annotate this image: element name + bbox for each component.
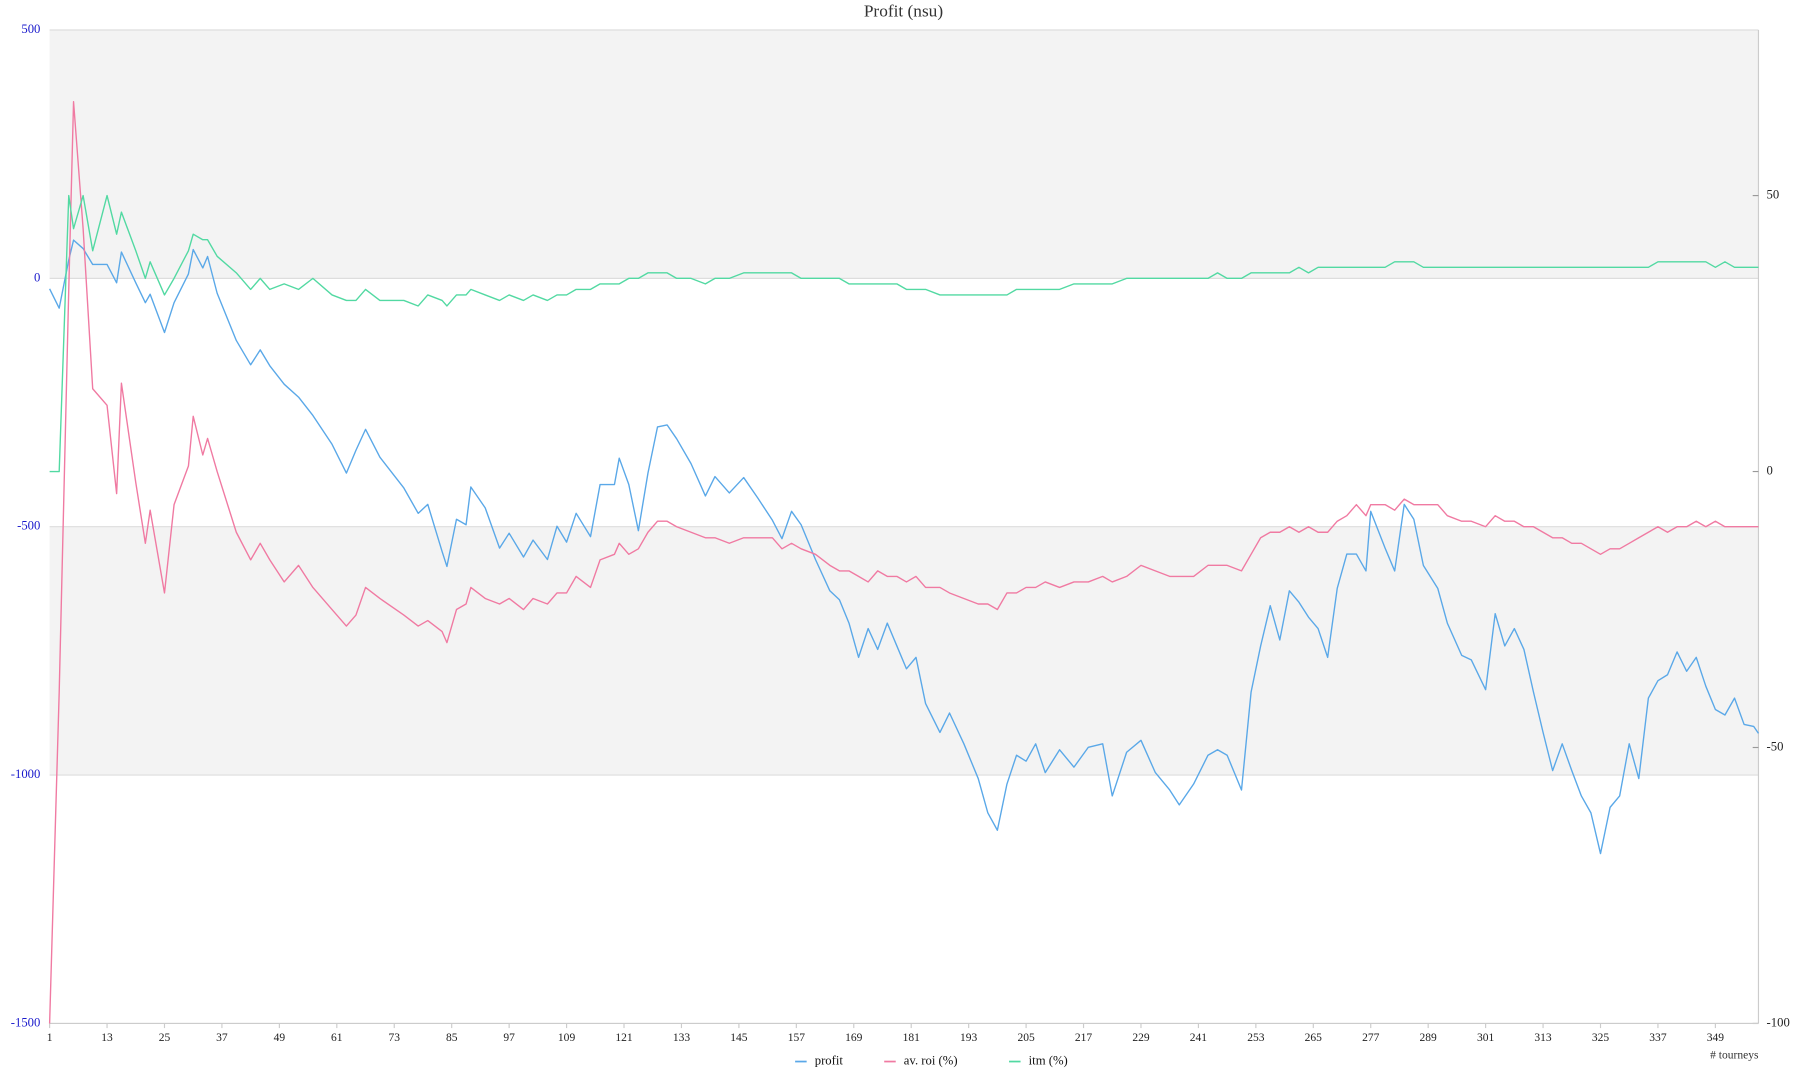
legend-label: itm (%) (1029, 1053, 1068, 1067)
x-tick-label: 205 (1017, 1032, 1035, 1044)
x-tick-label: 193 (960, 1032, 978, 1044)
x-tick-label: 49 (274, 1032, 286, 1044)
x-tick-label: 13 (101, 1032, 113, 1044)
x-tick-label: 73 (388, 1032, 400, 1044)
x-tick-label: 277 (1362, 1032, 1380, 1044)
y2-tick-label: -100 (1767, 1015, 1790, 1029)
grid-band (49, 526, 1759, 776)
series-line (48, 101, 1759, 1024)
x-tick-label: 289 (1420, 1032, 1438, 1044)
chart-title: Profit (nsu) (864, 2, 943, 21)
y-tick-label: -500 (17, 519, 40, 533)
x-tick-label: 181 (903, 1032, 921, 1044)
x-axis-label: # tourneys (1710, 1049, 1759, 1061)
x-tick-label: 61 (331, 1032, 343, 1044)
legend-label: profit (815, 1053, 844, 1067)
y-tick-label: -1500 (11, 1015, 41, 1029)
x-tick-label: 25 (159, 1032, 171, 1044)
y-tick-label: 500 (21, 22, 40, 36)
grid-band (49, 30, 1759, 279)
y2-tick-label: -50 (1767, 739, 1784, 753)
y2-tick-label: 0 (1767, 463, 1773, 477)
x-tick-label: 1 (47, 1032, 53, 1044)
x-tick-label: 229 (1132, 1032, 1150, 1044)
x-tick-label: 109 (558, 1032, 576, 1044)
x-tick-label: 133 (673, 1032, 691, 1044)
x-tick-label: 349 (1707, 1032, 1725, 1044)
x-tick-label: 121 (615, 1032, 633, 1044)
x-tick-label: 97 (503, 1032, 515, 1044)
x-tick-label: 145 (730, 1032, 748, 1044)
x-tick-label: 37 (216, 1032, 228, 1044)
y-tick-label: 0 (34, 270, 40, 284)
y-tick-label: -1000 (11, 767, 41, 781)
x-tick-label: 217 (1075, 1032, 1093, 1044)
x-tick-label: 157 (788, 1032, 806, 1044)
x-tick-label: 313 (1534, 1032, 1552, 1044)
series-line (49, 194, 1759, 473)
plot-background (49, 30, 1759, 776)
y2-tick-label: 50 (1767, 187, 1780, 201)
x-tick-label: 337 (1649, 1032, 1667, 1044)
x-tick-label: 325 (1592, 1032, 1610, 1044)
legend-label: av. roi (%) (904, 1053, 958, 1067)
x-tick-label: 169 (845, 1032, 863, 1044)
series-line (48, 239, 1760, 855)
legend: profit av. roi (%) itm (%) (795, 1053, 1068, 1067)
x-tick-label: 85 (446, 1032, 458, 1044)
x-tick-label: 301 (1477, 1032, 1495, 1044)
x-tick-label: 241 (1190, 1032, 1208, 1044)
x-tick-label: 265 (1305, 1032, 1323, 1044)
x-tick-label: 253 (1247, 1032, 1265, 1044)
